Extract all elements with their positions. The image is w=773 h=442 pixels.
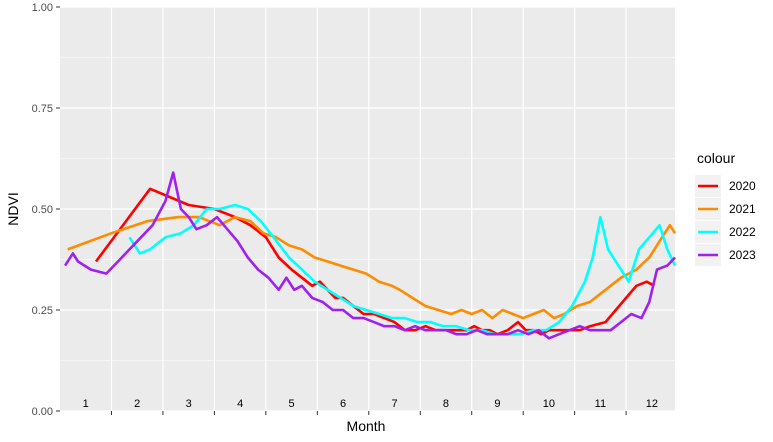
- month-label: 9: [494, 398, 500, 410]
- y-axis: 0.00 0.25 0.50 0.75 1.00: [32, 2, 60, 418]
- month-label: 12: [646, 398, 658, 410]
- legend: colour 2020 2021 2022 2023: [695, 150, 756, 266]
- legend-items: 2020 2021 2022 2023: [695, 175, 756, 266]
- month-label: 1: [83, 398, 89, 410]
- month-label: 4: [237, 398, 243, 410]
- series-line-2023: [64, 171, 676, 340]
- legend-label-2023: 2023: [729, 248, 756, 262]
- x-axis: [110, 411, 627, 415]
- legend-label-2020: 2020: [729, 179, 756, 193]
- y-axis-title: NDVI: [5, 192, 21, 225]
- y-tick-label: 0.50: [32, 204, 53, 216]
- series-line-2021: [67, 215, 677, 320]
- legend-title: colour: [697, 150, 735, 166]
- month-labels: 1 2 3 4 5 6 7 8 9 10 11 12: [83, 398, 658, 410]
- month-label: 8: [443, 398, 449, 410]
- y-tick-label: 1.00: [32, 2, 53, 14]
- series-line-2022: [128, 203, 677, 336]
- month-label: 7: [391, 398, 397, 410]
- month-label: 11: [595, 398, 606, 410]
- legend-label-2021: 2021: [729, 202, 756, 216]
- month-label: 6: [340, 398, 346, 410]
- grid-major: [60, 6, 675, 412]
- month-label: 3: [186, 398, 192, 410]
- legend-label-2022: 2022: [729, 225, 756, 239]
- y-tick-label: 0.75: [32, 103, 53, 115]
- month-label: 5: [289, 398, 295, 410]
- month-label: 10: [543, 398, 555, 410]
- y-tick-label: 0.25: [32, 305, 53, 317]
- y-tick-label: 0.00: [32, 406, 53, 418]
- x-axis-title: Month: [347, 418, 386, 434]
- month-label: 2: [134, 398, 140, 410]
- series-lines: [64, 171, 677, 340]
